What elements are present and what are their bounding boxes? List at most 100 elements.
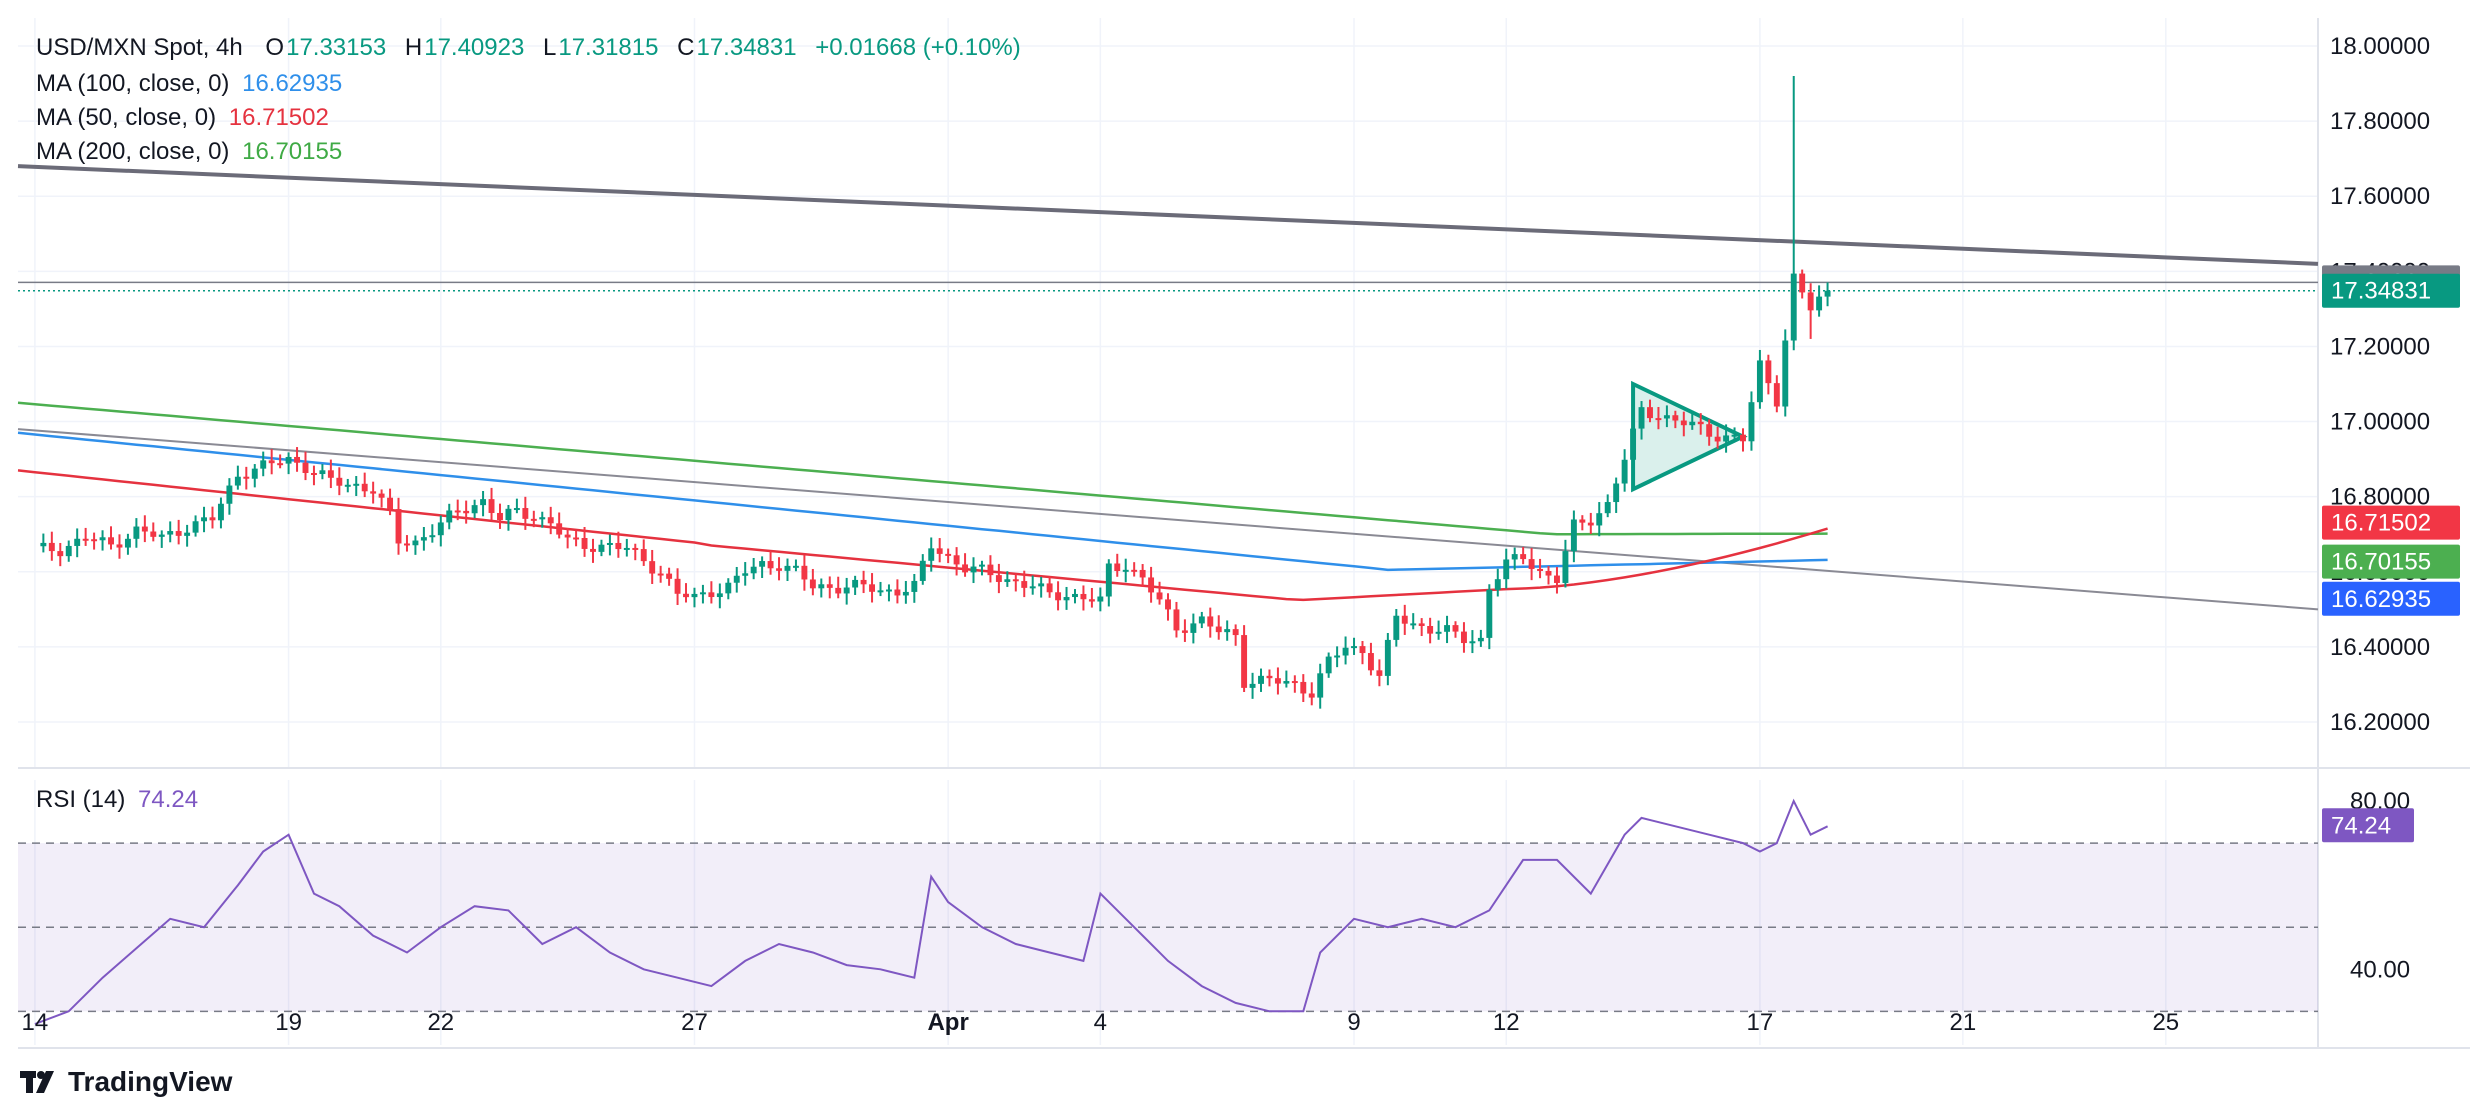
candle-body <box>657 573 664 576</box>
candle-body <box>1410 623 1417 626</box>
candle-body <box>835 587 842 594</box>
candle-body <box>911 580 918 592</box>
rsi-legend[interactable]: RSI (14) 74.24 <box>36 786 198 814</box>
candlesticks[interactable] <box>40 76 1831 709</box>
candle-body <box>1207 616 1214 627</box>
candle-body <box>1148 577 1155 593</box>
candle-body <box>1291 681 1298 684</box>
candle-body <box>1528 559 1535 569</box>
candle-body <box>294 456 301 463</box>
candle-body <box>167 531 174 535</box>
candle-body <box>716 593 723 598</box>
price-tag-label: 16.71502 <box>2331 510 2431 537</box>
candle-body <box>243 476 250 479</box>
candle-body <box>65 545 72 557</box>
candle-body <box>1621 459 1628 484</box>
candle-body <box>353 483 360 486</box>
ma100-label: MA (100, close, 0) <box>36 70 230 97</box>
time-tick-label: 21 <box>1950 1009 1977 1036</box>
time-tick-label: 17 <box>1747 1009 1774 1036</box>
ma100-line <box>17 431 1828 572</box>
candle-body <box>1807 292 1814 311</box>
candle-body <box>1198 616 1205 624</box>
candle-body <box>471 505 478 514</box>
candle-body <box>1731 434 1738 437</box>
candle-body <box>1427 625 1434 634</box>
candle-body <box>1799 273 1806 293</box>
ma200-label: MA (200, close, 0) <box>36 138 230 165</box>
candle-body <box>1114 563 1121 571</box>
candle-body <box>387 497 394 510</box>
tradingview-logo[interactable]: TradingView <box>20 1066 232 1098</box>
candle-body <box>573 537 580 540</box>
candle-body <box>581 537 588 549</box>
low-value: 17.31815 <box>558 34 659 61</box>
candle-body <box>1596 513 1603 526</box>
time-tick-label: 19 <box>275 1009 302 1036</box>
ma50-legend[interactable]: MA (50, close, 0) 16.71502 <box>36 104 329 132</box>
candle-body <box>1672 415 1679 421</box>
candle-body <box>598 544 605 552</box>
candle-body <box>1012 579 1019 582</box>
ma200-line <box>17 401 1828 536</box>
candle-body <box>818 584 825 589</box>
time-tick-label: 4 <box>1094 1009 1107 1036</box>
candle-body <box>1249 683 1256 688</box>
candle-body <box>902 591 909 596</box>
candle-body <box>539 517 546 520</box>
candle-body <box>1562 551 1569 583</box>
candle-body <box>970 566 977 573</box>
price-tag-label: 16.62935 <box>2331 586 2431 613</box>
candle-body <box>234 476 241 486</box>
price-tick-label: 17.00000 <box>2330 409 2430 436</box>
candle-body <box>1444 625 1451 632</box>
candle-body <box>327 470 334 478</box>
candle-body <box>1308 693 1315 698</box>
ma200-legend[interactable]: MA (200, close, 0) 16.70155 <box>36 138 342 166</box>
candle-body <box>1765 360 1772 384</box>
candle-body <box>310 472 317 475</box>
candle-body <box>1393 615 1400 640</box>
candle-body <box>1055 592 1062 601</box>
time-tick-label: 27 <box>681 1009 708 1036</box>
candle-body <box>1325 656 1332 674</box>
candle-body <box>1689 421 1696 426</box>
candle-body <box>1401 615 1408 624</box>
rsi-tag-label: 74.24 <box>2331 812 2391 839</box>
candle-body <box>1452 625 1459 632</box>
candle-body <box>1224 629 1231 633</box>
candle-body <box>497 512 503 521</box>
rsi-series-line <box>34 798 1829 1025</box>
candle-body <box>1046 583 1053 593</box>
candle-body <box>936 548 943 554</box>
candle-body <box>1494 579 1501 590</box>
ohlc-legend: USD/MXN Spot, 4h O17.33153 H17.40923 L17… <box>36 34 1023 62</box>
candle-body <box>116 544 123 548</box>
candle-body <box>995 575 1002 582</box>
ma200-value: 16.70155 <box>242 138 343 165</box>
candle-body <box>99 537 106 541</box>
candle-body <box>1334 655 1341 658</box>
candle-body <box>826 584 833 588</box>
candle-body <box>1190 623 1197 633</box>
candle-body <box>1756 360 1763 403</box>
ma100-legend[interactable]: MA (100, close, 0) 16.62935 <box>36 70 342 98</box>
price-tag-label: 16.70155 <box>2331 549 2431 576</box>
symbol-title[interactable]: USD/MXN Spot, 4h <box>36 34 243 61</box>
candle-body <box>1300 681 1307 694</box>
candle-body <box>285 456 292 464</box>
candle-body <box>750 566 757 574</box>
candle-body <box>945 553 952 556</box>
candle-body <box>1663 415 1670 419</box>
candle-body <box>1232 629 1239 636</box>
candle-body <box>632 547 639 550</box>
candle-body <box>1587 522 1594 526</box>
candle-body <box>1782 340 1789 407</box>
candle-body <box>378 493 385 498</box>
candle-body <box>277 463 284 466</box>
close-label: C <box>677 34 695 61</box>
candle-body <box>201 517 207 522</box>
candle-body <box>1486 589 1493 638</box>
candle-body <box>1824 290 1831 297</box>
